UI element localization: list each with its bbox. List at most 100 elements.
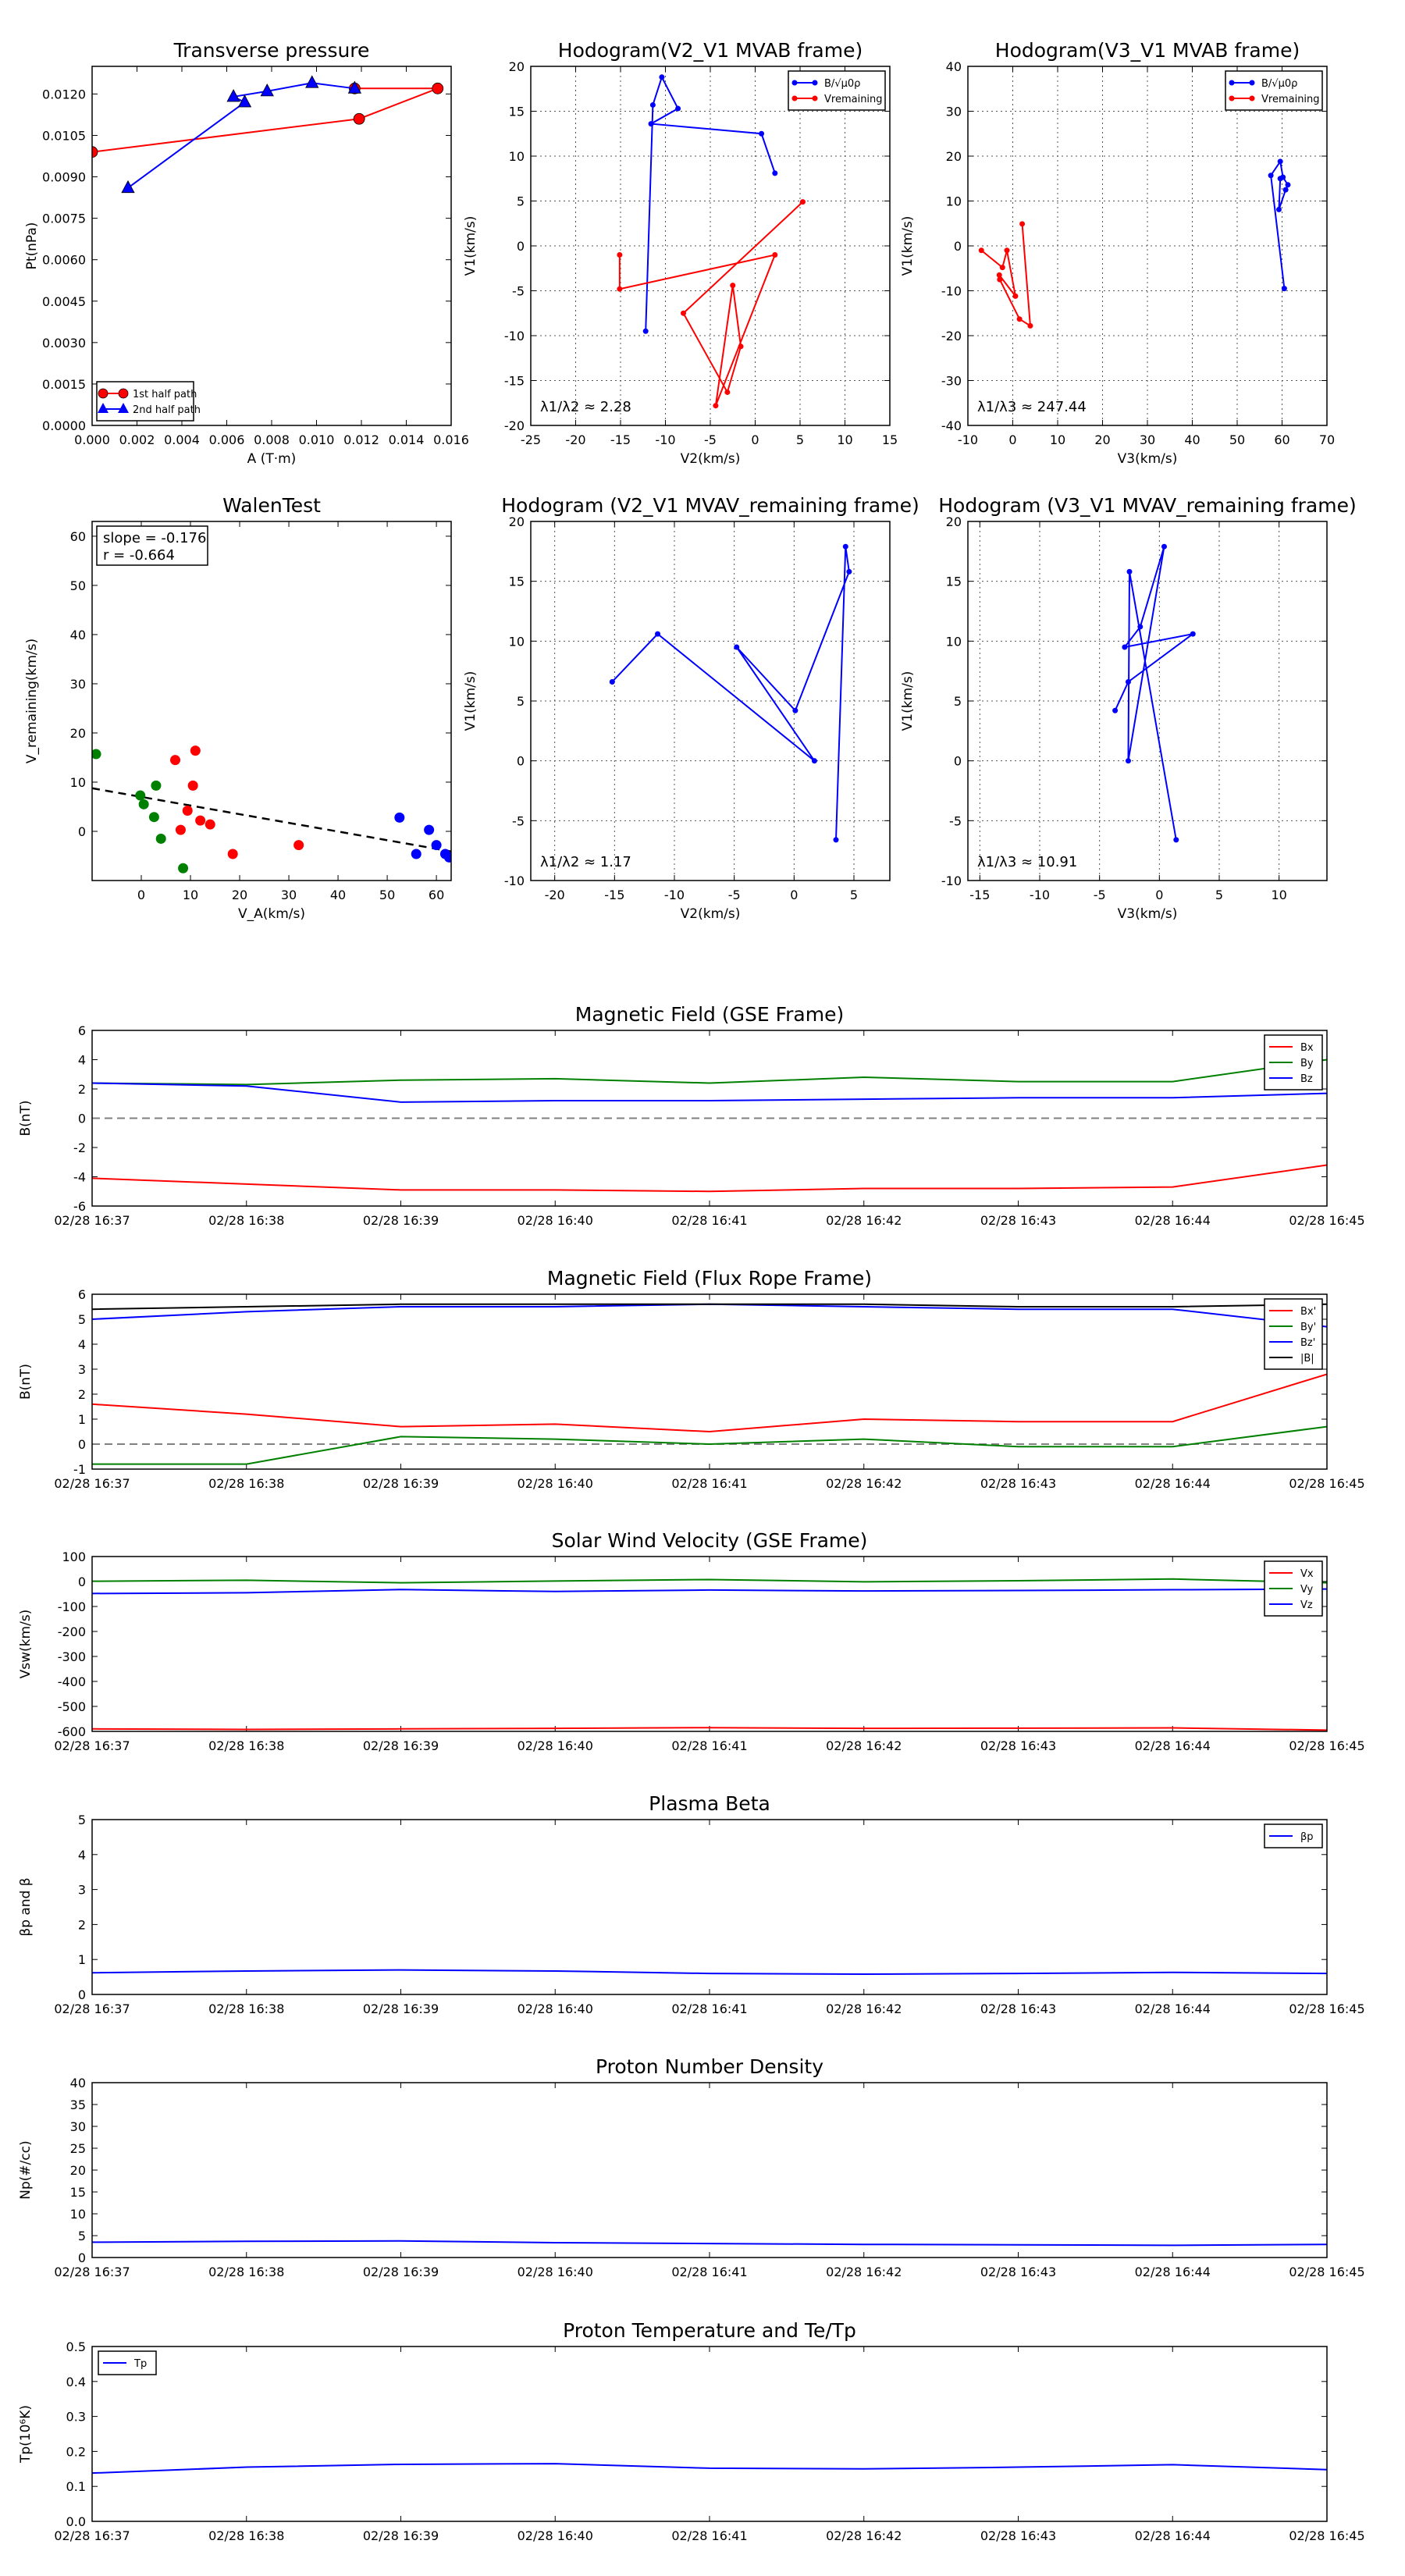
x-tick-label: 02/28 16:38 <box>208 2528 284 2543</box>
y-tick-label: 0 <box>78 824 86 839</box>
data-point <box>155 833 166 844</box>
plot-area <box>92 75 444 194</box>
y-axis-label: V1(km/s) <box>463 216 478 276</box>
x-tick-label: 0 <box>751 432 759 447</box>
data-point <box>811 758 817 764</box>
y-tick-label: 25 <box>70 2141 86 2156</box>
x-tick-label: 02/28 16:38 <box>208 2001 284 2016</box>
data-point <box>1277 176 1283 182</box>
x-tick-label: 02/28 16:40 <box>518 2528 593 2543</box>
x-tick-label: 02/28 16:41 <box>671 2265 747 2279</box>
y-tick-label: 5 <box>78 1312 86 1327</box>
y-tick-label: -5 <box>512 813 525 828</box>
y-tick-label: 40 <box>70 2076 86 2090</box>
data-point <box>1190 631 1196 637</box>
panel-8: Magnetic Field (Flux Rope Frame) 02/28 16… <box>18 1267 1365 1491</box>
y-tick-label: -500 <box>58 1699 86 1714</box>
x-tick-label: 02/28 16:44 <box>1135 2265 1211 2279</box>
data-point <box>424 824 435 835</box>
y-tick-label: -5 <box>512 284 525 299</box>
legend-label: Vy <box>1300 1584 1314 1596</box>
x-tick-label: 02/28 16:38 <box>208 1476 284 1491</box>
y-tick-label: -1 <box>73 1462 86 1477</box>
y-tick-label: 10 <box>70 2207 86 2222</box>
x-tick-label: 10 <box>183 888 198 902</box>
data-point <box>260 83 274 97</box>
x-tick-label: 02/28 16:42 <box>826 1738 902 1753</box>
y-tick-label: -200 <box>58 1624 86 1639</box>
legend-marker <box>98 403 108 413</box>
y-tick-label: 30 <box>946 105 962 119</box>
plot-area <box>1112 543 1196 843</box>
y-axis-label: Vsw(km/s) <box>18 1610 34 1679</box>
x-tick-label: 0 <box>137 888 145 902</box>
y-tick-label: -15 <box>504 374 525 389</box>
data-point <box>190 745 201 756</box>
y-tick-label: 30 <box>70 2119 86 2134</box>
x-axis-label: V3(km/s) <box>1118 451 1178 467</box>
data-point <box>121 180 135 194</box>
data-point <box>1282 187 1289 193</box>
data-point <box>1173 837 1179 843</box>
x-tick-label: 02/28 16:40 <box>518 1738 593 1753</box>
legend-marker <box>791 80 798 86</box>
x-tick-label: 0 <box>790 888 798 902</box>
y-tick-label: 0 <box>517 239 525 254</box>
x-tick-label: 02/28 16:42 <box>826 1476 902 1491</box>
y-tick-label: -30 <box>941 374 962 389</box>
y-tick-label: 15 <box>509 575 525 589</box>
series-line-2 <box>92 1578 1327 1584</box>
x-tick-label: 02/28 16:39 <box>363 2265 439 2279</box>
y-tick-label: 0.0045 <box>42 294 86 309</box>
panel-10: Plasma Beta 02/28 16:37 02/28 16:38 02/28 1… <box>18 1792 1365 2016</box>
y-tick-label: 4 <box>78 1337 86 1352</box>
x-tick-label: 02/28 16:45 <box>1289 2528 1364 2543</box>
data-point <box>305 75 319 88</box>
y-tick-label: 0.0105 <box>42 128 86 143</box>
y-tick-label: -5 <box>949 813 962 828</box>
x-tick-label: 0.000 <box>74 432 110 447</box>
y-tick-label: 5 <box>517 194 525 209</box>
x-tick-label: 0.002 <box>119 432 155 447</box>
y-tick-label: 15 <box>946 575 962 589</box>
chart-title: Magnetic Field (Flux Rope Frame) <box>547 1267 872 1290</box>
y-tick-label: -40 <box>941 418 962 433</box>
x-tick-label: -10 <box>664 888 685 902</box>
plot-area <box>92 2463 1327 2475</box>
x-tick-label: -10 <box>655 432 675 447</box>
legend-label: Bx <box>1300 1042 1314 1054</box>
data-point <box>226 89 240 102</box>
y-tick-label: 20 <box>509 59 525 74</box>
series-line-2 <box>92 1425 1327 1465</box>
legend-marker <box>118 388 129 399</box>
x-tick-label: 02/28 16:42 <box>826 2528 902 2543</box>
y-tick-label: -20 <box>504 418 525 433</box>
panel-9: Solar Wind Velocity (GSE Frame) 02/28 16:… <box>18 1529 1365 1753</box>
y-tick-label: 10 <box>946 634 962 649</box>
legend-label: Vz <box>1300 1599 1313 1611</box>
x-axis-label: V2(km/s) <box>681 906 741 922</box>
series-line-1 <box>92 1727 1327 1731</box>
y-tick-label: -10 <box>941 284 962 299</box>
legend: Tp <box>98 2350 157 2375</box>
data-point <box>1161 543 1167 550</box>
plot-area <box>92 1969 1327 1976</box>
y-tick-label: 1 <box>78 1412 86 1427</box>
y-tick-label: -10 <box>504 873 525 888</box>
legend-marker <box>1229 80 1235 86</box>
data-point <box>169 755 180 766</box>
x-tick-label: 5 <box>796 432 804 447</box>
plot-frame <box>91 66 452 426</box>
chart-title: Transverse pressure <box>173 39 370 62</box>
data-point <box>648 121 654 127</box>
x-tick-label: 0.016 <box>433 432 469 447</box>
data-point <box>1268 173 1274 179</box>
legend: βp <box>1264 1823 1323 1848</box>
data-point <box>617 252 623 258</box>
y-tick-label: 2 <box>78 1917 86 1932</box>
data-point <box>1281 286 1287 292</box>
y-tick-label: 4 <box>78 1848 86 1863</box>
legend-box <box>98 2350 157 2375</box>
legend: Vx Vy Vz <box>1264 1560 1323 1617</box>
